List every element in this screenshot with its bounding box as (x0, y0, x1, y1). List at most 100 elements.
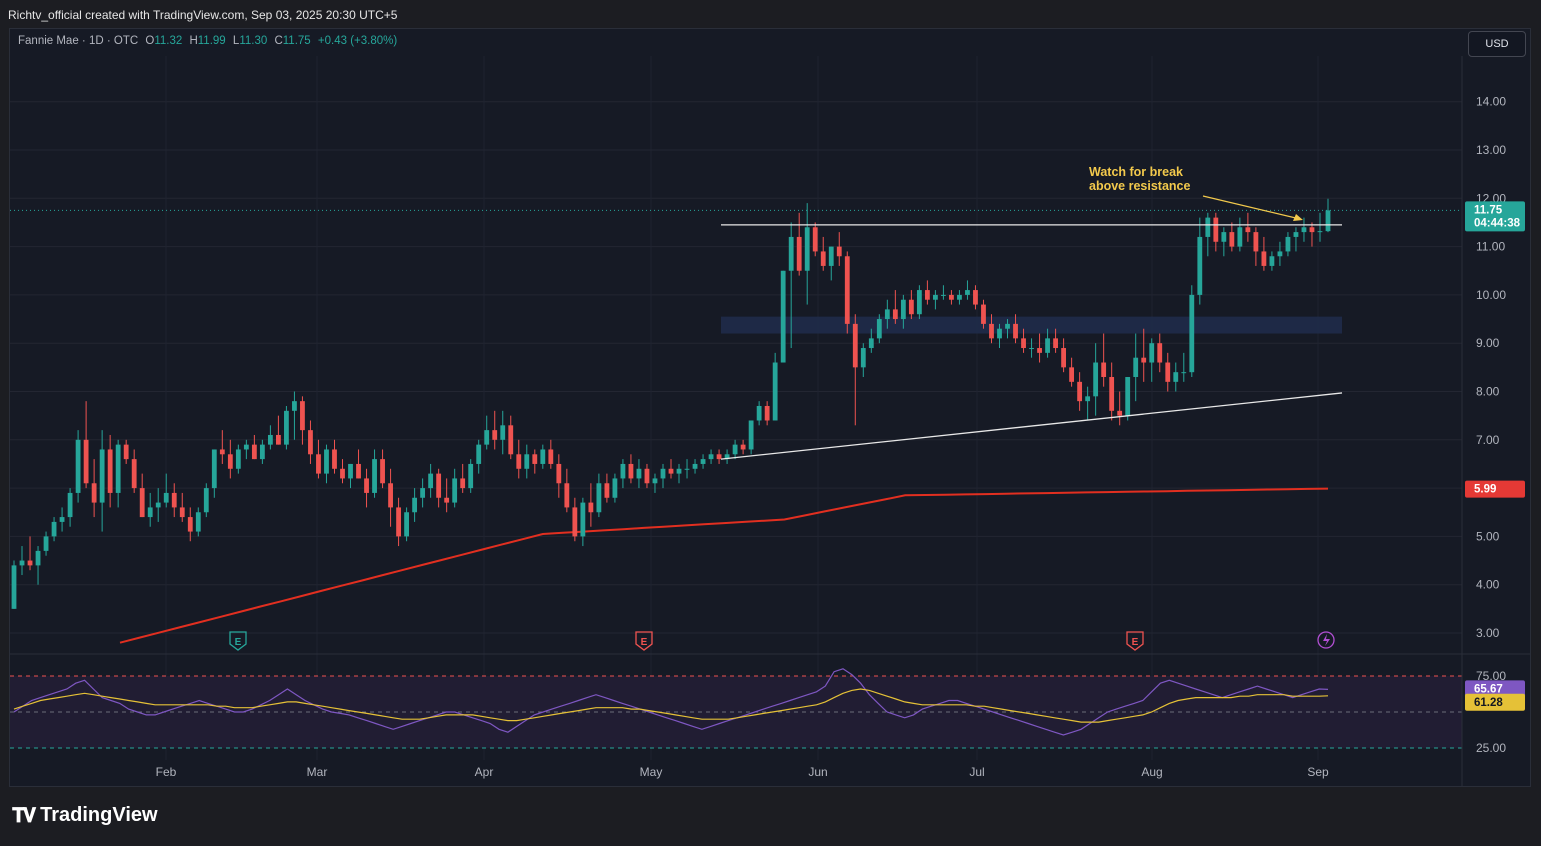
ma-price-tag: 5.99 (1465, 480, 1525, 498)
moving-average (119, 487, 1329, 644)
candle-body (868, 338, 874, 349)
chart-frame[interactable] (9, 28, 1531, 787)
last-price-tag-text: 04:44:38 (1474, 217, 1521, 229)
rsi-tick-label: 25.00 (1476, 741, 1506, 755)
time-tick-label: Mar (307, 765, 328, 779)
candle-body (1037, 348, 1042, 353)
candle-body (139, 488, 145, 518)
candle-body (107, 449, 113, 493)
candle-body (300, 401, 305, 431)
candle-body (83, 439, 89, 484)
candle-body (676, 468, 682, 474)
time-tick-label: Aug (1141, 765, 1162, 779)
candle-body (588, 502, 594, 513)
candle-body (1253, 232, 1259, 252)
price-axis[interactable]: 14.0013.0012.0011.0010.009.008.007.005.0… (156, 56, 1525, 786)
candle-body (1109, 377, 1115, 411)
change-value: +0.43 (+3.80%) (317, 35, 398, 47)
candle-body (1285, 236, 1291, 252)
candle-body (284, 410, 289, 445)
candle-body (1045, 338, 1050, 353)
time-tick-label: Feb (156, 765, 177, 779)
high-label: H (189, 35, 198, 47)
brand-name: TradingView (40, 803, 158, 826)
candle-body (372, 459, 377, 493)
candle-body (1261, 251, 1267, 266)
trend-lines[interactable] (720, 195, 1343, 460)
candle-body (941, 294, 946, 296)
candle-body (796, 236, 802, 271)
earnings-marker-shape (229, 631, 247, 651)
candle-body (11, 565, 17, 609)
candle-body (27, 560, 33, 566)
candle-body (1197, 236, 1203, 295)
rsi-value-tag-bg (1465, 680, 1525, 698)
candle-body (772, 362, 778, 421)
candle-body (476, 444, 482, 464)
candle-body (556, 463, 562, 484)
candle-body (604, 483, 610, 498)
earnings-marker-shape (1126, 631, 1144, 651)
price-tick-label: 14.00 (1476, 95, 1506, 109)
lightning-icon-circle (1317, 631, 1335, 649)
dividend-marker (1317, 631, 1335, 649)
candle-body (1277, 251, 1283, 257)
low-value: 11.30 (239, 35, 268, 47)
ma-price-tag-text: 5.99 (1474, 484, 1496, 496)
close-value: 11.75 (282, 35, 311, 47)
candle-body (412, 497, 418, 513)
earnings-marker-label: E (235, 637, 242, 648)
open-value: 11.32 (154, 35, 183, 47)
candle-body (364, 478, 369, 493)
candle-body (1141, 357, 1147, 363)
candle-body (1221, 232, 1227, 242)
candle-body (316, 454, 321, 474)
candle-body (332, 449, 337, 469)
candle-body (844, 256, 850, 324)
support-zone-rect (721, 316, 1342, 334)
annotation-arrow-head (1293, 214, 1303, 221)
candle-body (965, 290, 970, 295)
top-bar: Richtv_official created with TradingView… (0, 0, 1541, 28)
candle-body (1301, 227, 1307, 233)
candle-body (324, 449, 329, 474)
candle-body (195, 512, 201, 532)
candle-body (19, 560, 25, 566)
candle-body (235, 449, 241, 469)
candle-body (508, 425, 514, 455)
annotation-text[interactable]: Watch for break above resistance (1089, 165, 1190, 193)
candle-body (1205, 217, 1211, 237)
candle-body (1005, 323, 1010, 329)
price-tick-label: 3.00 (1476, 626, 1500, 640)
currency-button[interactable]: USD (1468, 31, 1526, 57)
candle-body (275, 434, 281, 445)
candle-body (660, 468, 666, 479)
candle-body (628, 463, 634, 479)
candle-body (211, 449, 217, 489)
candle-body (1101, 362, 1107, 378)
candle-body (1117, 410, 1123, 416)
candle-body (1325, 210, 1331, 232)
ma-line (119, 487, 1329, 644)
candle-body (59, 517, 65, 522)
candle-body (484, 430, 490, 445)
credit-text: Richtv_official created with TradingView… (8, 8, 398, 22)
candle-body (1245, 227, 1251, 233)
rsi-value-tag-text: 65.67 (1474, 683, 1503, 695)
candle-body (115, 444, 121, 493)
time-tick-label: Sep (1307, 765, 1329, 779)
candle-body (396, 507, 401, 537)
candle-body (708, 454, 714, 460)
support-trendline (720, 392, 1343, 460)
last-price-tag-text: 11.75 (1474, 204, 1503, 216)
candle-body (468, 463, 474, 489)
earnings-marker: E (1126, 631, 1144, 651)
candle-body (492, 430, 498, 440)
candle-body (884, 309, 890, 320)
candle-body (147, 507, 153, 518)
symbol-legend[interactable]: Fannie Mae · 1D · OTC O11.32 H11.99 L11.… (18, 35, 397, 47)
rsi-pane[interactable] (10, 668, 1462, 749)
annotation-line-2: above resistance (1089, 179, 1190, 193)
